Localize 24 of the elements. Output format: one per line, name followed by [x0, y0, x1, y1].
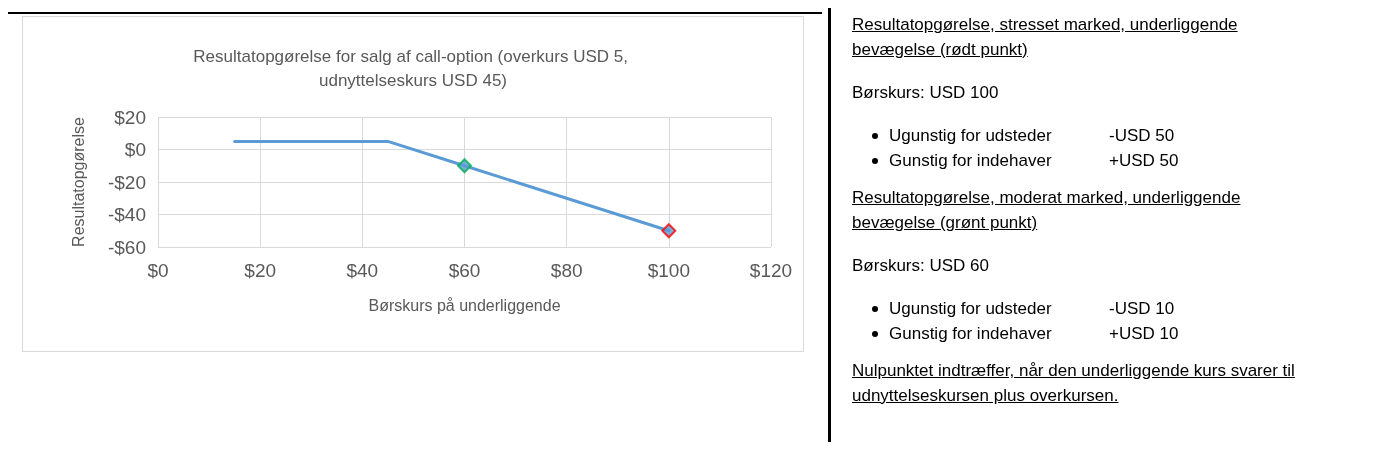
text: Gunstig for indehaver +USD 50 [889, 151, 1179, 170]
text: Børskurs: USD 100 [852, 82, 1000, 104]
y-tick-label: -$60 [107, 236, 146, 258]
x-tick-label: $60 [448, 260, 481, 281]
text: Ugunstig for udsteder -USD 50 [889, 126, 1175, 145]
text: Børskurs: USD 60 [852, 255, 990, 277]
x-tick-label: $20 [244, 260, 277, 281]
text: Resultatopgørelse, moderat marked, underliggende bevægelse (grønt punkt) [852, 187, 1242, 234]
x-tick-label: $40 [346, 260, 379, 281]
text: Ugunstig for udsteder -USD 10 [889, 299, 1175, 318]
x-tick-label: $100 [647, 260, 690, 281]
text: Resultatopgørelse, stresset marked, underliggende bevægelse (rødt punkt) [852, 14, 1239, 61]
x-axis-title: Børskurs på underliggende [368, 296, 561, 314]
y-tick-label: -$20 [107, 171, 146, 193]
x-tick-label: $120 [749, 260, 793, 281]
text: Gunstig for indehaver +USD 10 [889, 324, 1179, 343]
x-tick-label: $0 [147, 260, 169, 281]
text: Nulpunktet indtræffer, når den underliggende kurs svarer til udnyttelseskursen plus overkursen. [852, 360, 1296, 407]
y-tick-label: $20 [114, 106, 146, 128]
x-tick-label: $80 [550, 260, 583, 281]
y-axis-title: Resultatopgørelse [69, 116, 87, 247]
chart-title: Resultatopgørelse for salg af call-option (overkurs USD 5, udnyttelseskurs USD 45) [193, 46, 633, 90]
y-tick-label: -$40 [107, 204, 146, 225]
y-tick-label: $0 [124, 139, 146, 160]
